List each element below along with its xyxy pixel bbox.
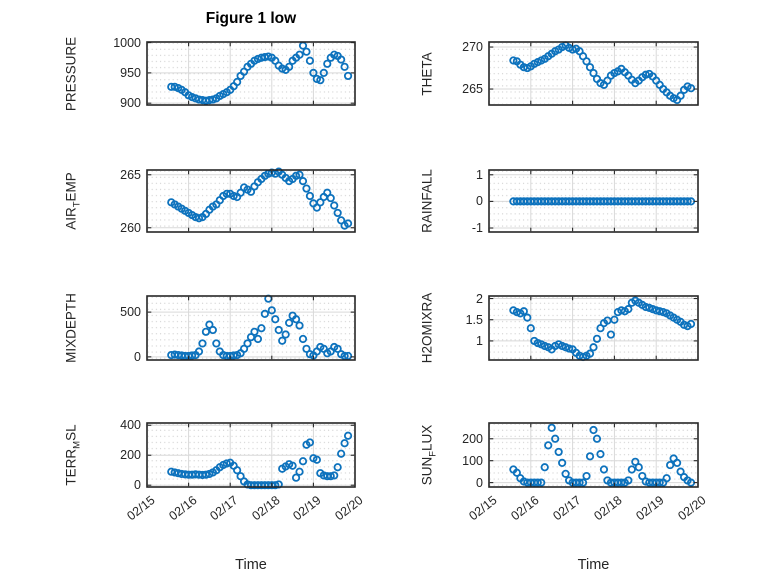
y-axis-label-subscript: M xyxy=(71,440,82,449)
x-tick-label: 02/20 xyxy=(332,493,366,524)
y-tick-label: 0 xyxy=(134,478,141,493)
y-tick-label: 1.5 xyxy=(465,312,483,327)
x-tick-label: 02/18 xyxy=(249,493,283,524)
plot-area-terr_msl xyxy=(146,422,356,490)
x-tick-label: 02/18 xyxy=(591,493,626,524)
y-axis-label-air-temp: AIRTEMP xyxy=(63,172,83,230)
x-tick-label: 02/17 xyxy=(549,493,584,524)
y-tick-label: 0 xyxy=(476,194,483,209)
y-tick-label: 1000 xyxy=(113,35,141,50)
y-tick-label: 1 xyxy=(476,333,483,348)
plot-area-air_temp xyxy=(146,167,356,233)
plot-area-pressure xyxy=(146,41,356,106)
subplot-terr-msl: TERRMSL 0 200 400 02/15 02/16 02/17 02/18 02/19… xyxy=(64,418,366,573)
subplot-mixdepth: MIXDEPTH 0 500 xyxy=(64,293,356,364)
y-tick-label: 1 xyxy=(476,167,483,182)
y-tick-label: 265 xyxy=(462,82,483,97)
subplot-pressure: PRESSURE 900 950 1000 xyxy=(64,36,356,111)
x-tick-label: 02/15 xyxy=(124,493,158,524)
subplot-sun-flux: SUNFLUX 0 100 200 02/15 02/16 02/17 02/18 02/19… xyxy=(420,422,709,573)
plot-area-sun_flux xyxy=(488,422,699,488)
subplot-air-temp: AIRTEMP 260 265 xyxy=(64,167,356,235)
y-tick-label: 265 xyxy=(120,167,141,182)
y-tick-label: 2 xyxy=(476,291,483,306)
x-tick-label: 02/19 xyxy=(633,493,667,524)
y-tick-label: 200 xyxy=(120,448,141,463)
y-tick-label: -1 xyxy=(471,221,483,235)
y-axis-label-mixdepth: MIXDEPTH xyxy=(63,293,79,363)
x-tick-label: 02/16 xyxy=(165,493,200,524)
scatter-series-pressure xyxy=(167,41,353,105)
figure-title: Figure 1 low xyxy=(205,10,297,27)
x-tick-label: 02/17 xyxy=(207,493,241,524)
x-tick-label: 02/15 xyxy=(466,493,500,524)
scatter-series-terr_msl xyxy=(167,431,353,490)
y-tick-label: 0 xyxy=(134,349,141,364)
subplot-rainfall: RAINFALL -1 0 1 xyxy=(420,168,699,235)
plot-area-rainfall xyxy=(488,169,699,233)
y-tick-label: 900 xyxy=(120,96,141,111)
y-tick-label: 500 xyxy=(120,305,141,320)
scatter-series-sun_flux xyxy=(509,423,696,487)
y-tick-label: 200 xyxy=(462,431,483,446)
x-axis-label: Time xyxy=(577,557,610,573)
x-tick-label: 02/20 xyxy=(675,493,709,524)
plot-area-theta xyxy=(488,41,699,106)
plot-area-mixdepth xyxy=(146,294,356,361)
y-tick-label: 100 xyxy=(462,453,483,468)
y-tick-label: 400 xyxy=(120,418,141,433)
subplot-h2omixra: H2OMIXRA 1 1.5 2 xyxy=(420,292,699,363)
scatter-series-theta xyxy=(509,41,696,105)
y-axis-label-pressure: PRESSURE xyxy=(63,36,79,111)
scatter-series-h2omixra xyxy=(509,296,696,362)
y-tick-label: 270 xyxy=(462,40,483,55)
y-tick-label: 260 xyxy=(120,220,141,235)
x-axis-label: Time xyxy=(235,557,267,573)
plot-area-h2omixra xyxy=(488,295,699,362)
scatter-series-rainfall xyxy=(509,197,696,206)
x-tick-label: 02/16 xyxy=(508,493,542,524)
x-tick-label: 02/19 xyxy=(290,493,325,524)
subplot-theta: THETA 265 270 xyxy=(420,40,699,106)
y-axis-label-terr-msl: TERRMSL xyxy=(63,424,83,486)
y-tick-label: 0 xyxy=(476,475,483,490)
y-tick-label: 950 xyxy=(120,65,141,80)
y-axis-label-subscript: T xyxy=(71,201,82,208)
